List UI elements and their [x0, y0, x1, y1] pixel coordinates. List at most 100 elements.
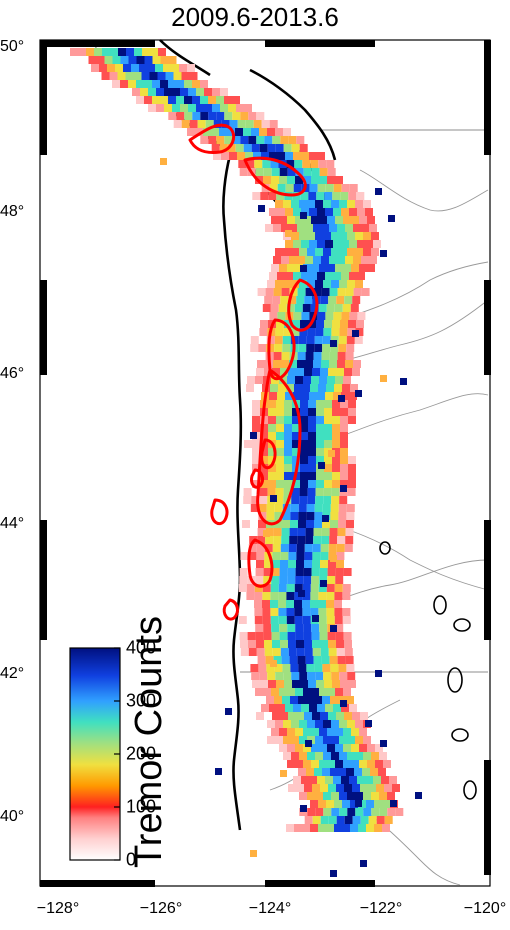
- tremor-cell: [293, 312, 302, 320]
- tremor-outlier: [300, 212, 307, 219]
- tremor-cell: [271, 576, 280, 584]
- tremor-cell: [291, 328, 300, 336]
- tremor-cell: [376, 816, 385, 824]
- tremor-cell: [164, 88, 172, 96]
- tremor-cell: [268, 680, 276, 688]
- tremor-cell: [270, 160, 279, 168]
- tremor-cell: [243, 144, 252, 152]
- tremor-cell: [312, 552, 321, 560]
- tremor-cell: [355, 720, 363, 728]
- tremor-cell: [70, 48, 78, 56]
- tremor-cell: [265, 656, 274, 664]
- tremor-cell: [329, 256, 337, 264]
- tremor-cell: [343, 760, 351, 768]
- tremor-cell: [326, 824, 334, 832]
- tremor-cell: [311, 688, 319, 696]
- tremor-cell: [204, 104, 212, 112]
- tremor-cell: [378, 768, 386, 776]
- tremor-cell: [301, 272, 309, 280]
- tremor-cell: [179, 64, 187, 72]
- tremor-cell: [276, 432, 284, 440]
- tremor-outlier: [298, 590, 305, 597]
- tremor-cell: [284, 464, 292, 472]
- tremor-cell: [200, 80, 208, 88]
- tremor-cell: [341, 312, 350, 320]
- tremor-cell: [331, 488, 340, 496]
- tremor-cell: [300, 320, 308, 328]
- tremor-cell: [332, 472, 340, 480]
- tremor-cell: [280, 648, 289, 656]
- tremor-cell: [315, 752, 323, 760]
- tremor-cell: [294, 160, 303, 168]
- tremor-cell: [348, 680, 356, 688]
- tremor-cell: [373, 776, 381, 784]
- tremor-cell: [339, 736, 347, 744]
- tremor-cell: [284, 440, 292, 448]
- tremor-cell: [379, 752, 387, 760]
- tremor-cell: [310, 384, 318, 392]
- tremor-cell: [287, 624, 296, 632]
- tremor-outlier: [225, 708, 232, 715]
- tremor-cell: [300, 192, 309, 200]
- tremor-cell: [255, 576, 264, 584]
- tremor-cell: [363, 808, 372, 816]
- tremor-cell: [351, 744, 359, 752]
- tremor-cell: [293, 184, 302, 192]
- tremor-cell: [356, 192, 365, 200]
- tremor-cell: [317, 776, 325, 784]
- tremor-cell: [317, 312, 326, 320]
- tremor-cell: [369, 224, 377, 232]
- tremor-cell: [109, 72, 118, 80]
- tremor-cell: [284, 448, 292, 456]
- tremor-cell: [263, 568, 272, 576]
- tremor-cell: [318, 800, 326, 808]
- tremor-cell: [275, 280, 283, 288]
- tremor-cell: [313, 528, 322, 536]
- tremor-cell: [318, 160, 327, 168]
- tremor-cell: [324, 480, 332, 488]
- tremor-cell: [312, 560, 320, 568]
- tremor-cell: [348, 400, 356, 408]
- tremor-cell: [287, 632, 296, 640]
- tremor-cell: [160, 96, 168, 104]
- tremor-cell: [354, 768, 362, 776]
- tremor-cell: [284, 456, 292, 464]
- tremor-cell: [314, 344, 323, 352]
- tremor-cell: [324, 320, 332, 328]
- tremor-cell: [300, 424, 308, 432]
- tremor-cell: [341, 272, 349, 280]
- tremor-cell: [160, 80, 168, 88]
- tremor-cell: [373, 240, 381, 248]
- tremor-cell: [366, 824, 374, 832]
- tremor-cell: [348, 192, 357, 200]
- tremor-cell: [330, 504, 339, 512]
- tremor-cell: [216, 136, 225, 144]
- tremor-cell: [279, 624, 288, 632]
- tremor-cell: [117, 72, 126, 80]
- tremor-cell: [300, 680, 308, 688]
- tremor-cell: [322, 520, 330, 528]
- tremor-cell: [328, 640, 336, 648]
- tremor-cell: [323, 792, 331, 800]
- tremor-cell: [376, 784, 384, 792]
- tremor-cell: [327, 632, 336, 640]
- tremor-cell: [322, 664, 331, 672]
- tremor-cell: [278, 600, 286, 608]
- tremor-cell: [343, 744, 351, 752]
- tremor-cell: [379, 808, 388, 816]
- tremor-cell: [296, 712, 304, 720]
- tremor-cell: [286, 304, 295, 312]
- tremor-cell: [176, 112, 185, 120]
- tremor-cell: [141, 72, 150, 80]
- tremor-cell: [332, 448, 340, 456]
- tremor-cell: [341, 208, 349, 216]
- tremor-cell: [357, 272, 365, 280]
- tremor-cell: [263, 576, 272, 584]
- tremor-cell: [337, 656, 346, 664]
- tremor-cell: [115, 64, 123, 72]
- tremor-cell: [345, 288, 354, 296]
- tremor-cell: [282, 664, 291, 672]
- tremor-cell: [352, 784, 360, 792]
- tremor-cell: [280, 640, 288, 648]
- tremor-cell: [208, 136, 217, 144]
